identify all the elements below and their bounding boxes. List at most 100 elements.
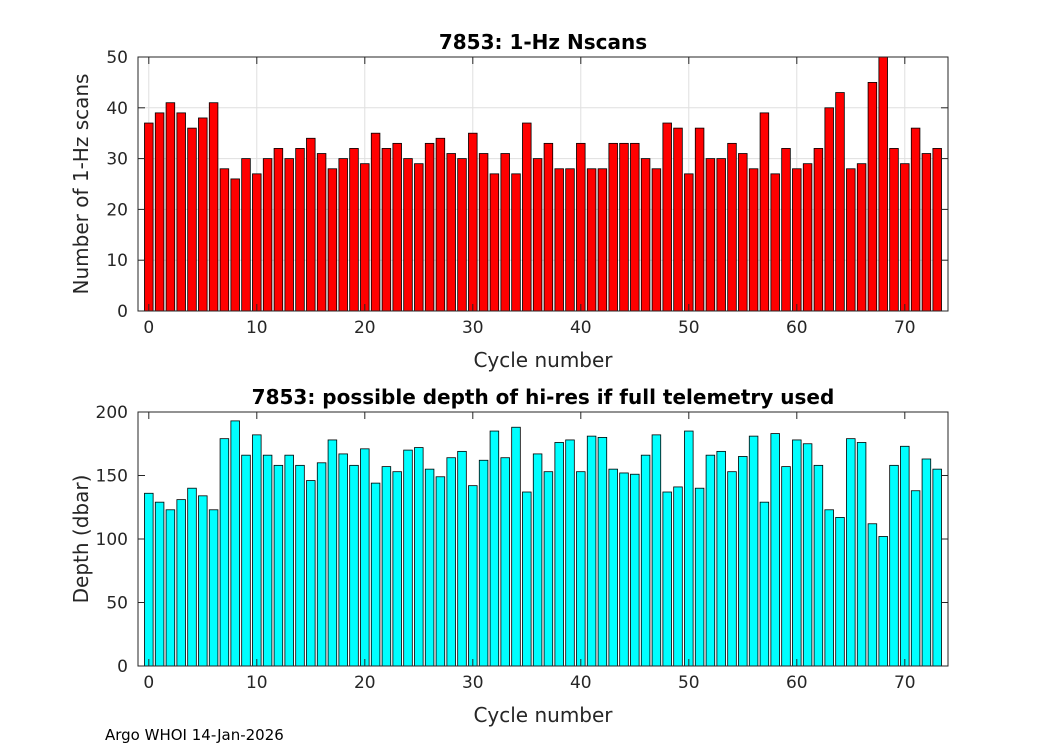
bar xyxy=(370,482,381,667)
bar xyxy=(478,153,489,312)
bar xyxy=(640,158,651,312)
bar xyxy=(327,168,338,312)
bar xyxy=(910,127,921,312)
bar xyxy=(349,148,359,312)
bar xyxy=(522,122,532,312)
x-tick-label: 50 xyxy=(678,673,700,693)
x-axis-label: Cycle number xyxy=(473,348,613,372)
bar xyxy=(878,536,888,667)
bar xyxy=(381,148,392,312)
chart-title: 7853: 1-Hz Nscans xyxy=(439,30,647,54)
bar xyxy=(446,153,456,312)
bar xyxy=(576,471,586,667)
y-axis-label: Number of 1-Hz scans xyxy=(69,74,93,295)
bar xyxy=(586,168,597,312)
bar xyxy=(673,486,683,667)
bar xyxy=(921,153,932,312)
depth-chart: 0 10 20 30 40 50 60 70 0 50 100 150 200 7853: possibl… xyxy=(69,385,949,727)
bar xyxy=(630,142,640,312)
bar xyxy=(511,173,521,312)
bar xyxy=(802,163,813,312)
bar xyxy=(543,471,554,667)
bar xyxy=(597,436,608,667)
bar xyxy=(608,468,618,667)
y-tick-label: 20 xyxy=(106,200,128,220)
bar xyxy=(716,450,726,667)
y-tick-label: 200 xyxy=(96,403,128,423)
x-axis-label: Cycle number xyxy=(473,703,613,727)
x-tick-label: 0 xyxy=(143,673,154,693)
bar xyxy=(867,523,878,667)
bar xyxy=(910,490,921,667)
bar xyxy=(478,459,489,667)
bar xyxy=(619,472,629,667)
bar xyxy=(144,122,154,312)
bar xyxy=(846,168,856,312)
bar xyxy=(813,148,824,312)
bar xyxy=(543,142,554,312)
bar xyxy=(187,127,197,312)
bar xyxy=(846,438,856,667)
bar xyxy=(316,462,327,667)
bar xyxy=(360,163,370,312)
y-tick-label: 50 xyxy=(106,594,128,614)
bar xyxy=(662,491,672,667)
bar xyxy=(792,168,802,312)
footer-credit: Argo WHOI 14-Jan-2026 xyxy=(105,726,284,744)
bar xyxy=(392,471,402,667)
bar xyxy=(770,433,780,667)
bar xyxy=(327,439,338,667)
bar xyxy=(759,112,770,312)
bar xyxy=(684,430,694,667)
bar xyxy=(489,430,500,667)
y-axis-label: Depth (dbar) xyxy=(69,475,93,604)
bar xyxy=(165,509,176,667)
x-tick-label: 30 xyxy=(462,673,484,693)
bar xyxy=(176,112,186,312)
x-tick-label: 70 xyxy=(894,318,916,338)
bar xyxy=(198,117,208,312)
bar xyxy=(878,56,888,312)
bar xyxy=(435,137,446,312)
bar xyxy=(370,132,381,312)
bar xyxy=(349,464,359,667)
bar xyxy=(748,435,759,667)
bar xyxy=(554,168,564,312)
bar xyxy=(414,163,424,312)
bar xyxy=(576,142,586,312)
plot-area xyxy=(138,57,948,311)
bar xyxy=(457,158,467,312)
bar xyxy=(802,443,813,667)
y-tick-label: 0 xyxy=(117,302,128,322)
y-tick-label: 50 xyxy=(106,48,128,68)
bar xyxy=(208,102,219,312)
bar xyxy=(241,454,251,667)
x-tick-label: 60 xyxy=(786,673,808,693)
y-tick-label: 40 xyxy=(106,99,128,119)
bar xyxy=(500,457,510,667)
bar xyxy=(403,449,413,667)
bar xyxy=(716,158,726,312)
bar xyxy=(813,464,824,667)
bar xyxy=(684,173,694,312)
x-tick-label: 70 xyxy=(894,673,916,693)
bar xyxy=(403,158,413,312)
bar xyxy=(208,509,219,667)
bar xyxy=(856,442,867,667)
bar xyxy=(889,464,899,667)
bar xyxy=(198,495,208,667)
bar xyxy=(532,453,543,667)
bar xyxy=(532,158,543,312)
bar xyxy=(694,127,705,312)
bar xyxy=(932,468,942,667)
bar xyxy=(619,142,629,312)
bar xyxy=(727,142,737,312)
bar xyxy=(306,137,316,312)
bar xyxy=(489,173,500,312)
bar xyxy=(500,153,510,312)
bar xyxy=(932,148,942,312)
bar xyxy=(694,487,705,667)
x-tick-label: 10 xyxy=(246,318,268,338)
x-tick-label: 40 xyxy=(570,673,592,693)
x-tick-label: 50 xyxy=(678,318,700,338)
